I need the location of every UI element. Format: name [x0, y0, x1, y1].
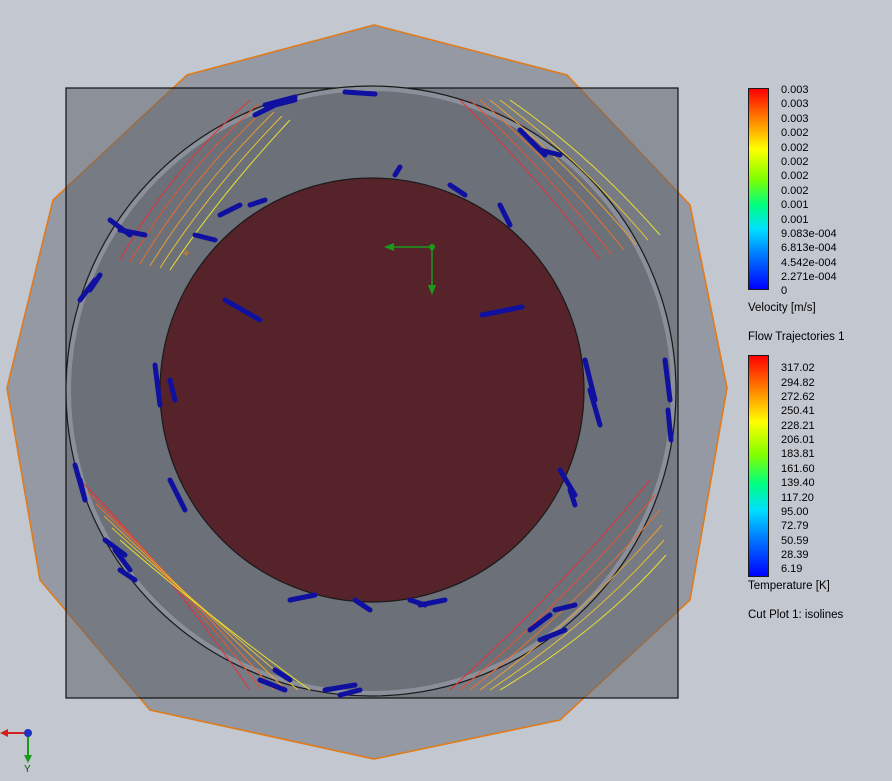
temperature-tick: 161.60 — [781, 463, 815, 475]
velocity-tick: 0.001 — [781, 199, 809, 211]
temperature-tick: 117.20 — [781, 492, 814, 504]
temperature-tick: 250.41 — [781, 405, 815, 417]
flow-trajectories — [72, 89, 674, 698]
velocity-tick: 0.003 — [781, 84, 809, 96]
velocity-tick: 4.542e-004 — [781, 257, 837, 269]
cut-plot-label: Cut Plot 1: isolines — [748, 609, 844, 621]
velocity-tick: 9.083e-004 — [781, 228, 837, 240]
temperature-tick: 28.39 — [781, 549, 809, 561]
velocity-tick: 0.003 — [781, 98, 809, 110]
temperature-tick: 206.01 — [781, 434, 815, 446]
z-axis-dot-icon — [24, 729, 32, 737]
velocity-legend-title: Velocity [m/s] — [748, 302, 816, 314]
isolines-bottom-left — [79, 479, 311, 691]
velocity-tick: 0.002 — [781, 127, 809, 139]
velocity-tick: 0.003 — [781, 113, 809, 125]
temperature-tick: 50.59 — [781, 535, 809, 547]
temperature-color-bar — [748, 355, 769, 577]
temperature-tick: 294.82 — [781, 377, 815, 389]
velocity-color-bar — [748, 88, 769, 290]
temperature-legend-title: Temperature [K] — [748, 580, 830, 592]
isolines-bottom-right — [449, 479, 667, 691]
x-axis-arrow-icon — [0, 729, 8, 737]
y-axis-arrow-icon — [24, 755, 32, 763]
center-axis-marker — [384, 243, 436, 295]
temperature-tick: 6.19 — [781, 563, 803, 575]
temperature-tick: 228.21 — [781, 420, 815, 432]
inner-disk — [159, 177, 585, 603]
origin-marker-icon — [183, 250, 189, 256]
velocity-tick: 6.813e-004 — [781, 242, 837, 254]
isolines-top-left — [119, 99, 291, 271]
velocity-tick: 0.002 — [781, 142, 809, 154]
velocity-tick: 0.002 — [781, 185, 809, 197]
temperature-tick: 272.62 — [781, 391, 815, 403]
velocity-tick: 0.002 — [781, 170, 809, 182]
isolines-top-right — [459, 99, 661, 261]
temperature-tick: 95.00 — [781, 506, 809, 518]
temperature-tick: 183.81 — [781, 448, 815, 460]
temperature-tick: 72.79 — [781, 520, 809, 532]
temperature-tick: 139.40 — [781, 477, 815, 489]
velocity-tick: 0.001 — [781, 214, 809, 226]
orientation-triad[interactable] — [0, 725, 40, 781]
velocity-tick: 0.002 — [781, 156, 809, 168]
triad-y-label: Y — [24, 764, 31, 775]
temperature-tick: 317.02 — [781, 362, 815, 374]
flow-trajectories-label: Flow Trajectories 1 — [748, 331, 845, 343]
velocity-tick: 0 — [781, 285, 788, 297]
velocity-tick: 2.271e-004 — [781, 271, 837, 283]
